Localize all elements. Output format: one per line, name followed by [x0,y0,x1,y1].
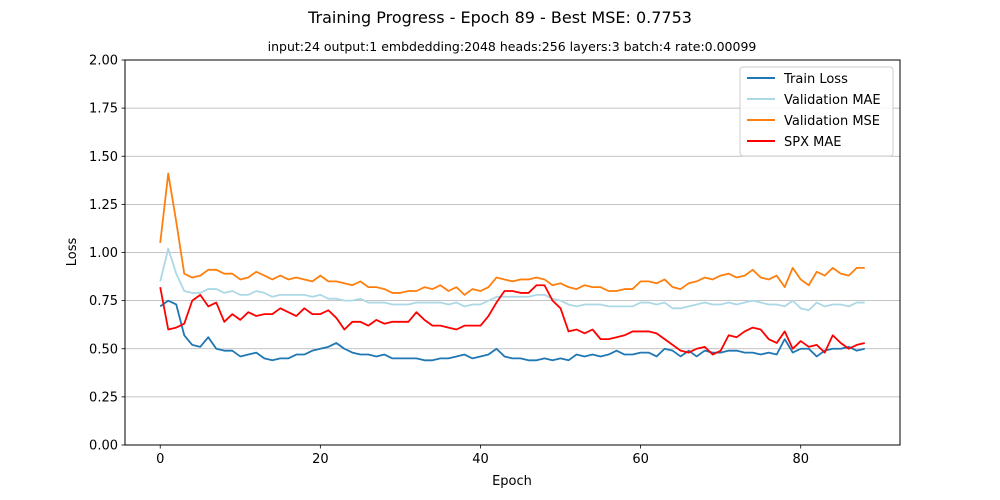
y-tick-label: 0.75 [89,294,118,309]
x-tick-label: 0 [156,452,164,467]
y-tick-label: 0.50 [89,342,118,357]
y-tick-label: 0.00 [89,439,118,454]
x-tick-label: 20 [312,452,329,467]
x-tick-label: 60 [632,452,649,467]
y-axis-label: Loss [65,238,80,267]
series-line-spx-mae [159,284,865,356]
series-line-train-loss [159,299,865,362]
y-tick-label: 1.75 [89,102,118,117]
x-axis-ticks: 0 20 40 60 80 [156,445,809,467]
y-tick-label: 1.25 [89,198,118,213]
x-axis-label: Epoch [492,474,532,489]
series-line-validation-mse [159,172,865,296]
legend-box [739,66,894,157]
x-tick-label: 40 [472,452,489,467]
x-tick-label: 80 [792,452,809,467]
legend-label-validation-mse: Validation MSE [784,114,880,129]
series-line-validation-mae [159,247,865,312]
y-tick-label: 1.00 [89,246,118,261]
y-tick-label: 0.25 [89,390,118,405]
chart-subtitle: input:24 output:1 embdedding:2048 heads:… [268,39,757,54]
legend-label-train-loss: Train Loss [783,72,848,87]
legend-label-spx-mae: SPX MAE [784,135,841,150]
legend-label-validation-mae: Validation MAE [784,93,881,108]
y-tick-label: 1.50 [89,150,118,165]
series-layer [159,172,865,362]
y-tick-label: 2.00 [89,54,118,69]
y-axis-ticks: 0.00 0.25 0.50 0.75 1.00 1.25 1.50 1.75 2.00 [89,54,125,454]
legend: Train Loss Validation MAE Validation MSE… [739,66,894,157]
chart-title: Training Progress - Epoch 89 - Best MSE:… [307,8,692,27]
